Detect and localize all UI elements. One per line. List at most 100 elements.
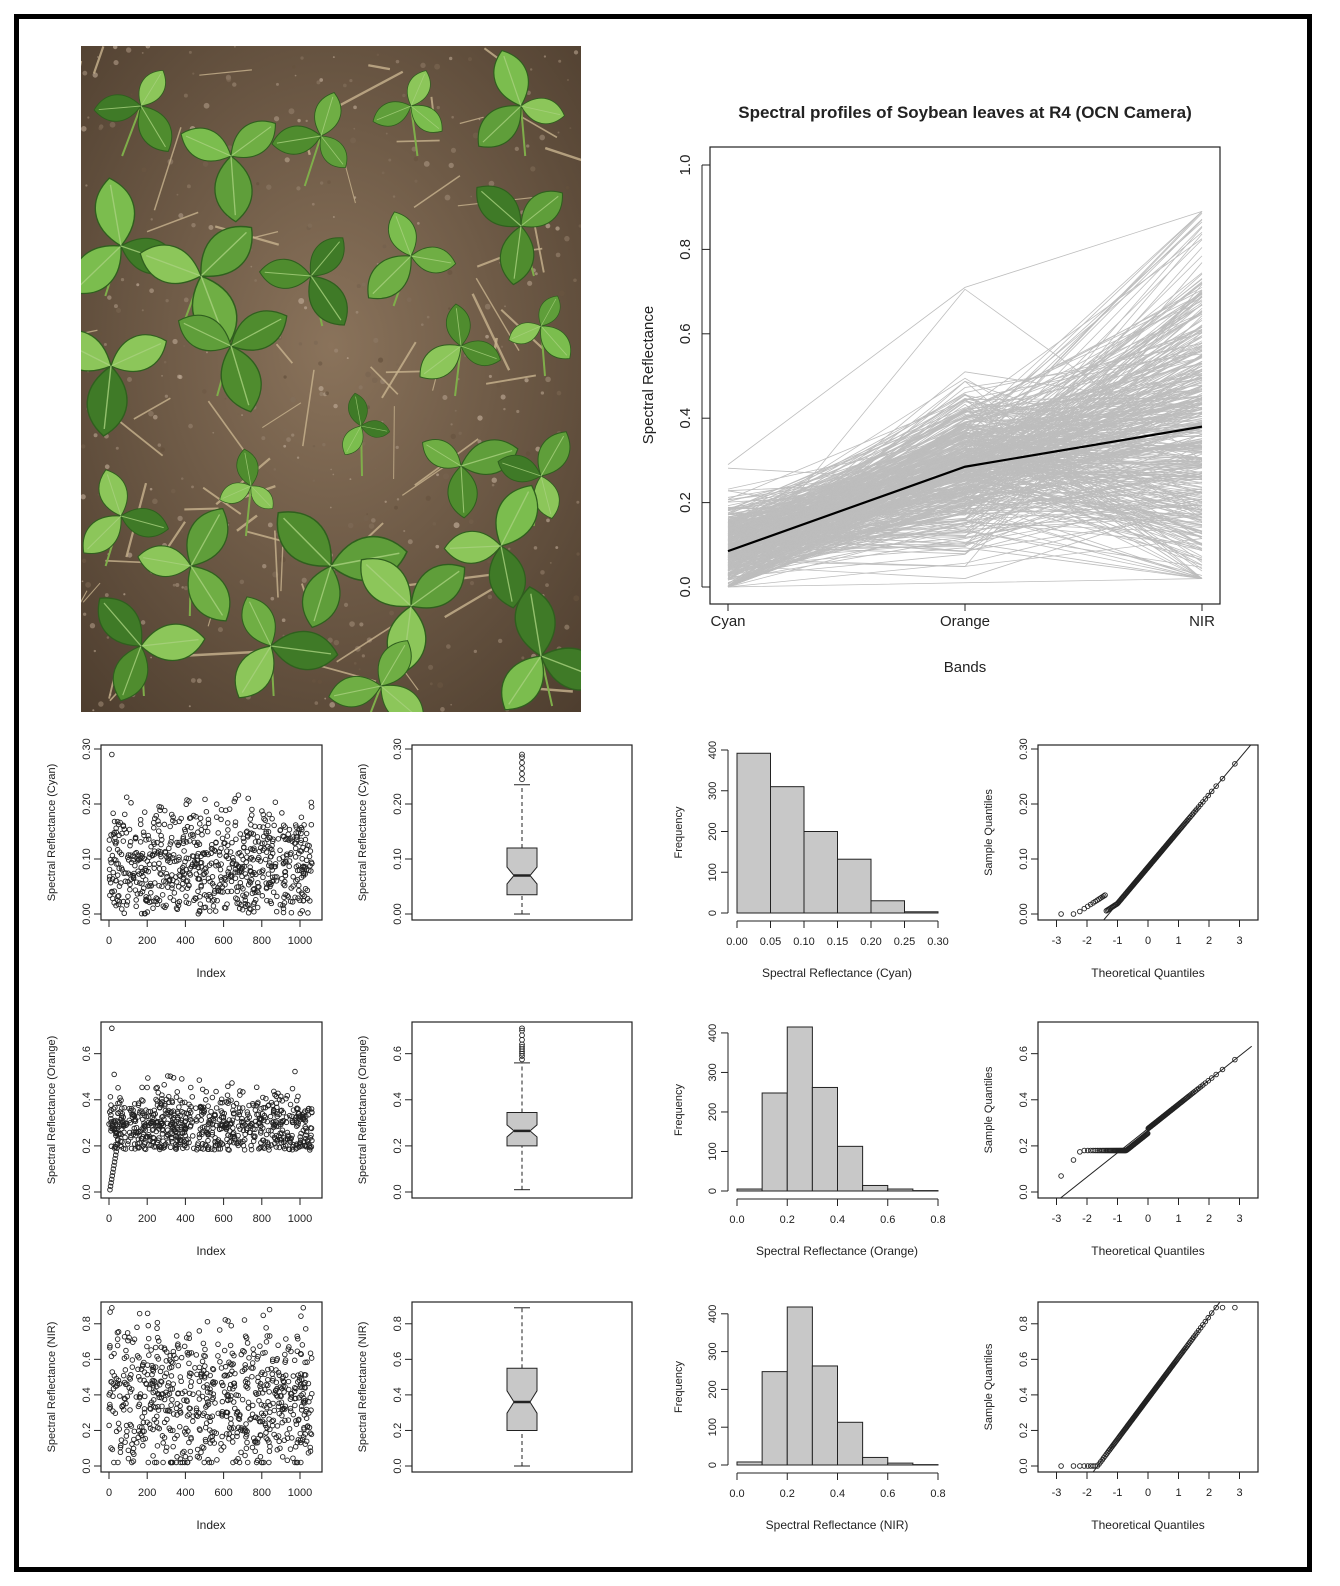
data-point: [195, 876, 201, 882]
data-point: [197, 860, 204, 866]
data-point: [107, 1390, 113, 1396]
qq-points: [1058, 1304, 1238, 1469]
data-point: [257, 858, 264, 864]
data-point: [275, 1342, 281, 1349]
data-point: [237, 1092, 243, 1098]
data-point: [160, 1440, 166, 1446]
data-point: [256, 1397, 262, 1404]
data-point: [148, 1347, 154, 1353]
data-point: [237, 831, 244, 837]
data-point: [262, 856, 269, 863]
data-point: [123, 830, 130, 836]
data-point: [292, 854, 299, 860]
data-point: [145, 1459, 152, 1466]
data-point: [114, 872, 121, 878]
data-point: [146, 1142, 152, 1148]
data-point: [181, 1397, 187, 1403]
data-point: [282, 1372, 289, 1379]
data-point: [177, 1456, 184, 1462]
qq-points: [1058, 761, 1238, 917]
data-point: [302, 1397, 309, 1404]
data-point: [122, 878, 129, 885]
x-tick-label: 0.4: [830, 1214, 845, 1226]
histogram-bar: [811, 1365, 838, 1466]
data-point: [187, 1383, 194, 1390]
data-point: [115, 1085, 121, 1091]
profile-line: [727, 509, 1203, 539]
data-point: [130, 856, 136, 863]
data-point: [134, 856, 140, 862]
data-point: [122, 1367, 129, 1373]
histogram-bar: [736, 1188, 763, 1192]
y-tick-label: 0.0: [392, 1458, 404, 1473]
data-point: [274, 1393, 281, 1400]
data-point: [142, 1124, 148, 1130]
data-point: [224, 820, 231, 826]
data-point: [289, 1085, 296, 1092]
data-point: [221, 1110, 227, 1117]
data-point: [159, 1364, 165, 1371]
data-point: [258, 1410, 265, 1417]
data-point: [205, 1456, 211, 1463]
data-point: [268, 846, 275, 853]
data-point: [307, 1135, 314, 1141]
data-point: [219, 1398, 226, 1405]
x-tick-label: 0: [1145, 935, 1151, 947]
data-point: [245, 795, 251, 802]
profile-line: [727, 471, 1203, 546]
qq-point: [1208, 788, 1215, 795]
data-point: [167, 1073, 174, 1079]
data-point: [213, 801, 220, 807]
data-point: [186, 1439, 192, 1446]
data-point: [279, 1098, 286, 1104]
qq-point: [1092, 1147, 1099, 1154]
data-point: [250, 1133, 257, 1139]
data-point: [108, 1176, 115, 1183]
data-point: [140, 1419, 147, 1426]
histogram-bar: [786, 1306, 813, 1466]
data-point: [233, 1458, 239, 1464]
data-point: [112, 1410, 119, 1416]
data-point: [273, 1379, 280, 1386]
data-point: [254, 1439, 261, 1446]
data-point: [301, 1425, 307, 1431]
y-axis-label: Spectral Reflectance (Orange): [46, 1036, 58, 1185]
cyan-box-plot: 0.00 0.10 0.20 0.30 Spectral Reflectance (Cy…: [357, 738, 633, 925]
data-point: [131, 1141, 138, 1147]
data-point: [229, 861, 236, 867]
data-point: [141, 1369, 148, 1375]
x-tick-label: 0.6: [880, 1488, 895, 1500]
data-point: [227, 1361, 234, 1367]
data-point: [233, 1392, 240, 1398]
data-point: [131, 1428, 138, 1435]
data-point: [302, 1385, 308, 1391]
data-point: [204, 1318, 211, 1325]
data-point: [249, 1444, 256, 1451]
data-point: [170, 1411, 177, 1417]
data-point: [208, 860, 215, 866]
x-tick-label-orange: Orange: [940, 613, 990, 630]
data-point: [135, 1114, 141, 1120]
data-point: [114, 1118, 121, 1125]
data-point: [111, 1459, 117, 1466]
data-point: [167, 853, 173, 860]
data-point: [253, 897, 259, 903]
data-point: [158, 871, 164, 878]
data-point: [161, 1082, 167, 1088]
data-point: [248, 1142, 254, 1149]
data-point: [231, 798, 238, 805]
data-point: [170, 817, 176, 824]
outlier-point: [519, 754, 525, 761]
profile-line: [727, 312, 1203, 535]
data-point: [306, 1410, 312, 1416]
data-point: [223, 1126, 230, 1133]
qq-point: [1102, 892, 1108, 898]
data-point: [196, 1378, 203, 1385]
data-point: [202, 1353, 208, 1360]
data-point: [229, 1439, 236, 1445]
data-point: [205, 1103, 211, 1109]
data-point: [157, 807, 163, 814]
qq-point: [1081, 1463, 1088, 1469]
data-point: [234, 1115, 241, 1121]
data-point: [234, 896, 240, 902]
